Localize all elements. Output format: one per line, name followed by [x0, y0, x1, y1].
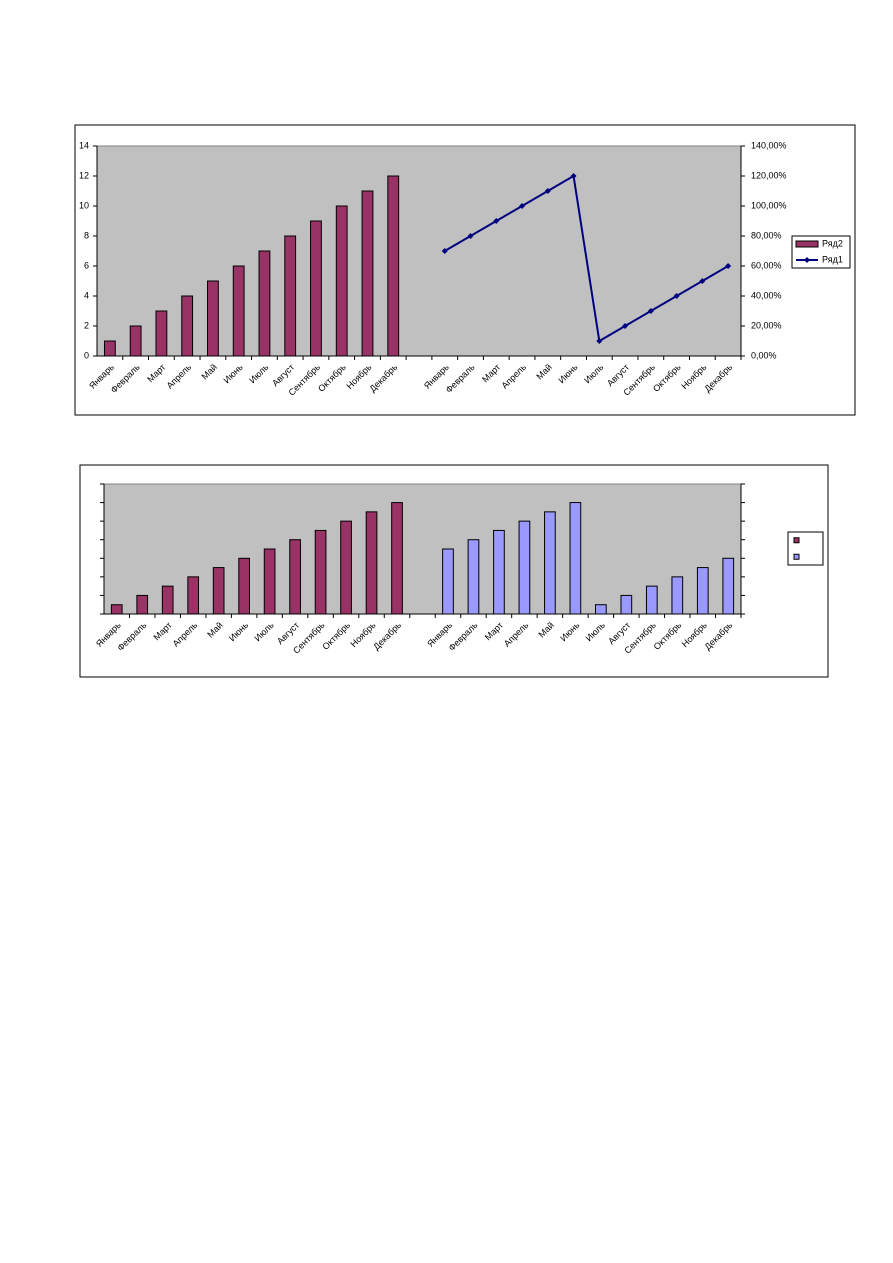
bar — [187, 576, 200, 615]
y2-tick-label: 20,00% — [751, 320, 782, 330]
bar — [207, 280, 219, 357]
bar — [110, 604, 123, 615]
marker — [519, 203, 526, 209]
legend-label: Ряд1 — [822, 254, 843, 264]
marker — [622, 323, 629, 329]
bar — [232, 265, 245, 357]
bar — [335, 205, 348, 357]
y-tick-label: 0 — [84, 350, 89, 360]
bar — [258, 250, 271, 357]
legend-swatch — [795, 240, 819, 248]
y-tick-label: 8 — [84, 230, 89, 240]
bar — [155, 310, 168, 357]
marker — [544, 188, 551, 194]
marker — [441, 248, 448, 254]
bar — [136, 594, 149, 615]
bar — [289, 539, 301, 615]
bar — [595, 604, 607, 615]
y-tick-label: 4 — [84, 290, 89, 300]
marker — [493, 218, 500, 224]
bar — [722, 557, 735, 615]
y-tick-label: 6 — [84, 260, 89, 270]
y2-tick-label: 60,00% — [751, 260, 782, 270]
bar — [391, 502, 403, 615]
y2-tick-label: 80,00% — [751, 230, 782, 240]
plot-area — [96, 145, 742, 357]
marker — [596, 338, 603, 344]
bar — [518, 520, 531, 615]
bar — [365, 511, 378, 615]
marker — [699, 278, 706, 284]
y-tick-label: 12 — [79, 170, 89, 180]
legend — [787, 531, 824, 566]
bar — [310, 220, 322, 357]
plot-area — [103, 483, 742, 615]
bar — [467, 539, 480, 615]
bar — [238, 557, 250, 615]
bar — [493, 529, 505, 615]
bar — [361, 190, 374, 357]
bar — [696, 567, 709, 615]
bar — [340, 520, 352, 615]
y2-tick-label: 0,00% — [751, 350, 777, 360]
y-tick-label: 10 — [79, 200, 89, 210]
bar — [103, 340, 116, 357]
marker — [647, 308, 654, 314]
line — [444, 174, 729, 343]
bar — [212, 567, 225, 615]
marker — [673, 293, 680, 299]
legend-swatch — [804, 257, 810, 263]
bar — [671, 576, 684, 615]
bar — [620, 594, 633, 615]
legend-label: Ряд2 — [822, 238, 843, 248]
y2-tick-label: 140,00% — [751, 140, 787, 150]
bar — [284, 235, 297, 357]
y2-tick-label: 120,00% — [751, 170, 787, 180]
bar — [569, 502, 582, 615]
bar — [544, 511, 556, 615]
bar — [161, 585, 174, 615]
marker — [467, 233, 474, 239]
bar — [181, 295, 194, 357]
y-tick-label: 14 — [79, 140, 89, 150]
y-tick-label: 2 — [84, 320, 89, 330]
y2-tick-label: 40,00% — [751, 290, 782, 300]
bar — [442, 548, 454, 615]
y2-tick-label: 100,00% — [751, 200, 787, 210]
bar — [129, 325, 142, 357]
marker — [725, 263, 732, 269]
bar — [263, 548, 276, 615]
bar — [645, 585, 658, 615]
bar — [387, 175, 400, 357]
marker — [570, 173, 577, 179]
bar — [314, 529, 327, 615]
legend-swatch — [793, 537, 800, 544]
legend-swatch — [793, 553, 800, 560]
